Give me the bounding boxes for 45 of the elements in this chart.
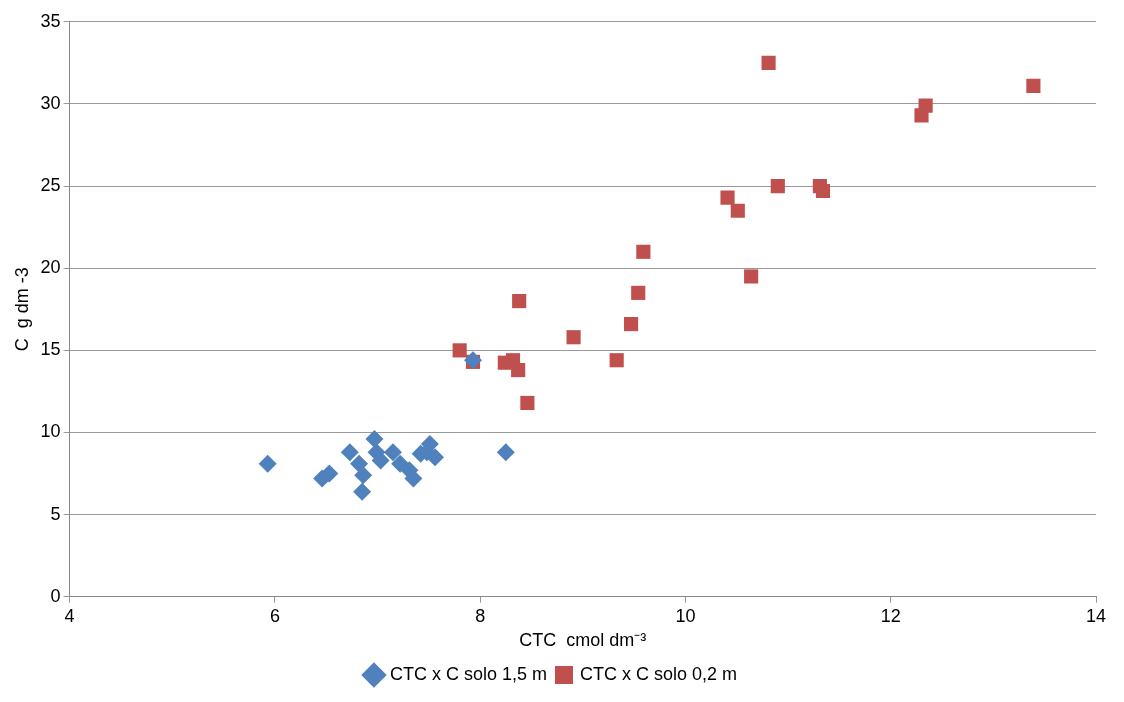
point (1026, 78, 1041, 93)
point (365, 430, 384, 449)
point (720, 190, 735, 205)
point (511, 363, 526, 378)
y-tick-label: 0 (50, 585, 61, 606)
point (520, 395, 535, 411)
point (512, 294, 527, 309)
x-tick-label: 6 (269, 605, 280, 626)
y-tick-label: 20 (40, 257, 61, 278)
y-tick-label: 15 (40, 339, 61, 360)
point (383, 443, 402, 462)
point (340, 443, 359, 462)
x-tick-label: 12 (880, 605, 901, 626)
point (566, 330, 581, 345)
point (918, 98, 933, 113)
y-axis-title: C g dm -3 (11, 267, 32, 352)
point (354, 466, 373, 485)
x-tick-label: 4 (64, 605, 75, 626)
x-tick-label: 14 (1085, 605, 1107, 626)
y-tick-label: 10 (40, 421, 61, 442)
x-axis-title: CTC cmol dm⁻³ (519, 630, 647, 651)
y-tick-label: 25 (40, 175, 61, 196)
point (815, 183, 831, 199)
point (744, 269, 759, 284)
x-tick-label: 10 (675, 605, 696, 626)
point (730, 203, 745, 218)
point (631, 285, 646, 300)
legend-label: CTC x C solo 0,2 m (580, 663, 738, 684)
point (350, 454, 369, 473)
x-tick-label: 8 (475, 605, 486, 626)
point (452, 343, 467, 358)
point (623, 317, 639, 332)
point (636, 244, 651, 259)
point (353, 482, 372, 501)
point (496, 443, 515, 462)
point (426, 448, 445, 467)
point (258, 454, 277, 473)
y-tick-label: 35 (40, 10, 61, 31)
y-tick-label: 5 (50, 503, 61, 524)
point (770, 179, 785, 194)
point (391, 454, 410, 473)
legend-label: CTC x C solo 1,5 m (389, 663, 548, 684)
point (761, 55, 776, 70)
point (609, 353, 624, 368)
y-tick-label: 30 (40, 92, 61, 113)
